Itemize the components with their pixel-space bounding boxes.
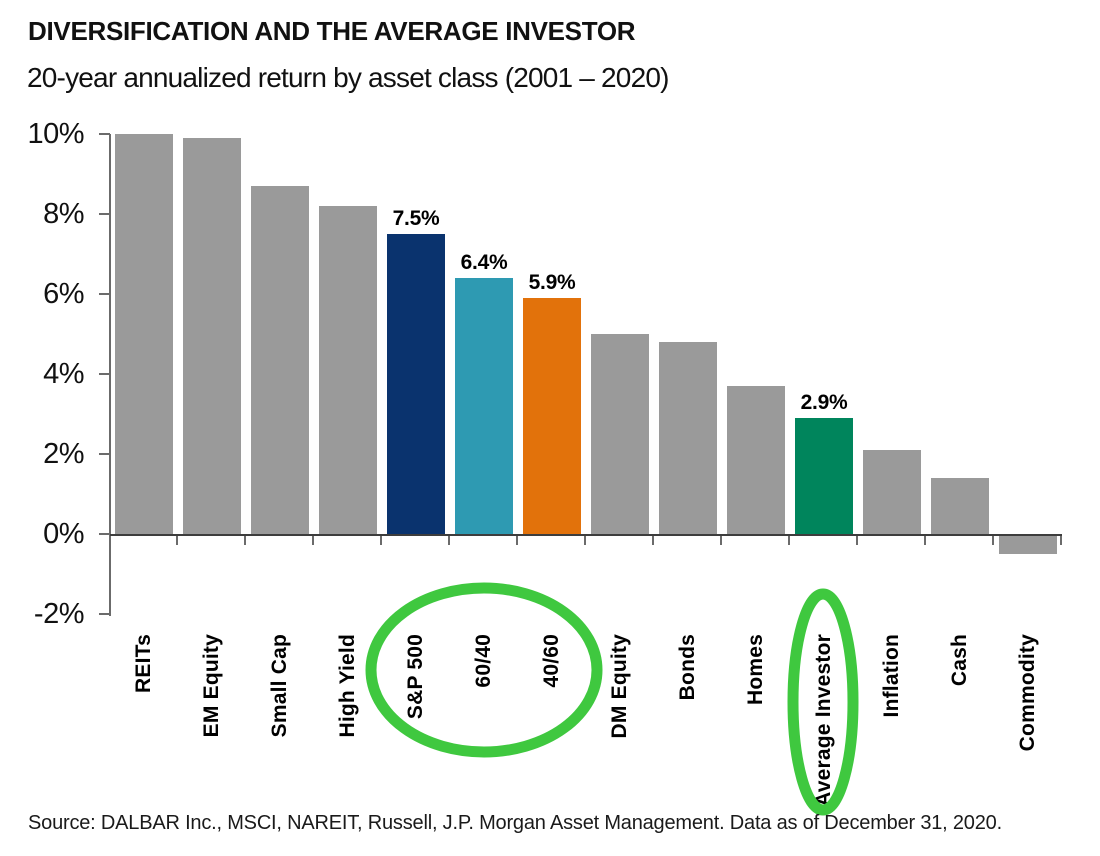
y-axis-tick (99, 293, 110, 295)
x-axis-tick (584, 536, 586, 545)
source-note: Source: DALBAR Inc., MSCI, NAREIT, Russe… (28, 812, 1002, 834)
x-axis-baseline (110, 534, 1062, 536)
x-axis-tick (924, 536, 926, 545)
y-axis-tick-label: -2% (33, 598, 85, 630)
y-axis-tick-label: 0% (43, 518, 84, 550)
x-axis-tick (516, 536, 518, 545)
bar-reits (115, 134, 173, 534)
y-axis-tick-label: 8% (43, 198, 84, 230)
bar-average-investor (795, 418, 853, 534)
bar-high-yield (319, 206, 377, 534)
x-axis-label-small-cap: Small Cap (268, 634, 291, 738)
x-axis-tick (1060, 536, 1062, 545)
bar-dm-equity (591, 334, 649, 534)
x-axis-tick (992, 536, 994, 545)
x-axis-label-em-equity: EM Equity (200, 634, 223, 738)
bar-commodity (999, 534, 1057, 554)
x-axis-label-s-p-500: S&P 500 (404, 634, 427, 720)
x-axis-label-reits: REITs (132, 634, 155, 693)
chart-title: DIVERSIFICATION AND THE AVERAGE INVESTOR (28, 16, 636, 46)
x-axis-label-cash: Cash (948, 634, 971, 687)
x-axis-tick (652, 536, 654, 545)
bar-bonds (659, 342, 717, 534)
y-axis-tick (99, 453, 110, 455)
x-axis-tick (720, 536, 722, 545)
x-axis-tick (856, 536, 858, 545)
x-axis-tick (176, 536, 178, 545)
x-axis-label-homes: Homes (744, 634, 767, 706)
bar-value-label-s-p-500: 7.5% (392, 207, 440, 230)
y-axis-tick-label: 2% (43, 438, 84, 470)
bar-s-p-500 (387, 234, 445, 534)
bar-homes (727, 386, 785, 534)
y-axis-tick (99, 213, 110, 215)
y-axis-tick (99, 533, 110, 535)
x-axis-label-dm-equity: DM Equity (608, 634, 631, 739)
bar-value-label-60-40: 6.4% (460, 251, 508, 274)
bar-40-60 (523, 298, 581, 534)
y-axis-tick (99, 133, 110, 135)
x-axis-label-average-investor: Average Investor (812, 634, 835, 807)
y-axis-tick-label: 4% (43, 358, 84, 390)
bar-value-label-40-60: 5.9% (528, 271, 576, 294)
x-axis-tick (380, 536, 382, 545)
x-axis-label-high-yield: High Yield (336, 634, 359, 738)
chart-subtitle: 20-year annualized return by asset class… (27, 62, 669, 93)
x-axis-label-60-40: 60/40 (472, 634, 495, 688)
x-axis-tick (788, 536, 790, 545)
x-axis-tick (244, 536, 246, 545)
x-axis-label-40-60: 40/60 (540, 634, 563, 688)
bar-60-40 (455, 278, 513, 534)
y-axis-tick-label: 6% (43, 278, 84, 310)
y-axis-line (109, 134, 111, 616)
bar-cash (931, 478, 989, 534)
y-axis-tick (99, 613, 110, 615)
bar-value-label-average-investor: 2.9% (800, 391, 848, 414)
bar-inflation (863, 450, 921, 534)
y-axis-tick (99, 373, 110, 375)
x-axis-label-inflation: Inflation (880, 634, 903, 718)
bar-small-cap (251, 186, 309, 534)
x-axis-label-bonds: Bonds (676, 634, 699, 701)
y-axis-tick-label: 10% (27, 118, 84, 150)
x-axis-label-commodity: Commodity (1016, 634, 1039, 752)
x-axis-tick (312, 536, 314, 545)
x-axis-tick (448, 536, 450, 545)
bar-em-equity (183, 138, 241, 534)
